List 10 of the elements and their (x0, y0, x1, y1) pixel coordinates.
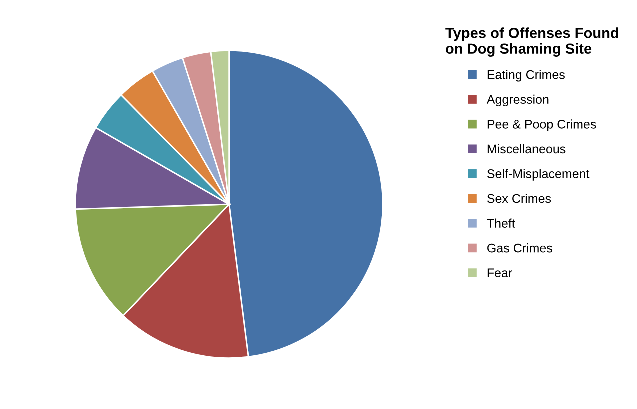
legend-label: Aggression (486, 94, 549, 107)
legend-label: Sex Crimes (487, 194, 552, 204)
legend-label: Eating Crimes (488, 70, 565, 82)
legend-label: Self-Misplacement (487, 169, 590, 181)
chart-title: Types of Offenses Found on Dog Shaming Site (446, 28, 618, 57)
legend-label: Miscellaneous (488, 144, 566, 154)
legend-label: Pee & Poop Crimes (488, 120, 596, 132)
legend-label: Gas Crimes (488, 244, 552, 253)
legend-label: Fear (488, 268, 512, 278)
legend-label: Theft (487, 218, 516, 228)
